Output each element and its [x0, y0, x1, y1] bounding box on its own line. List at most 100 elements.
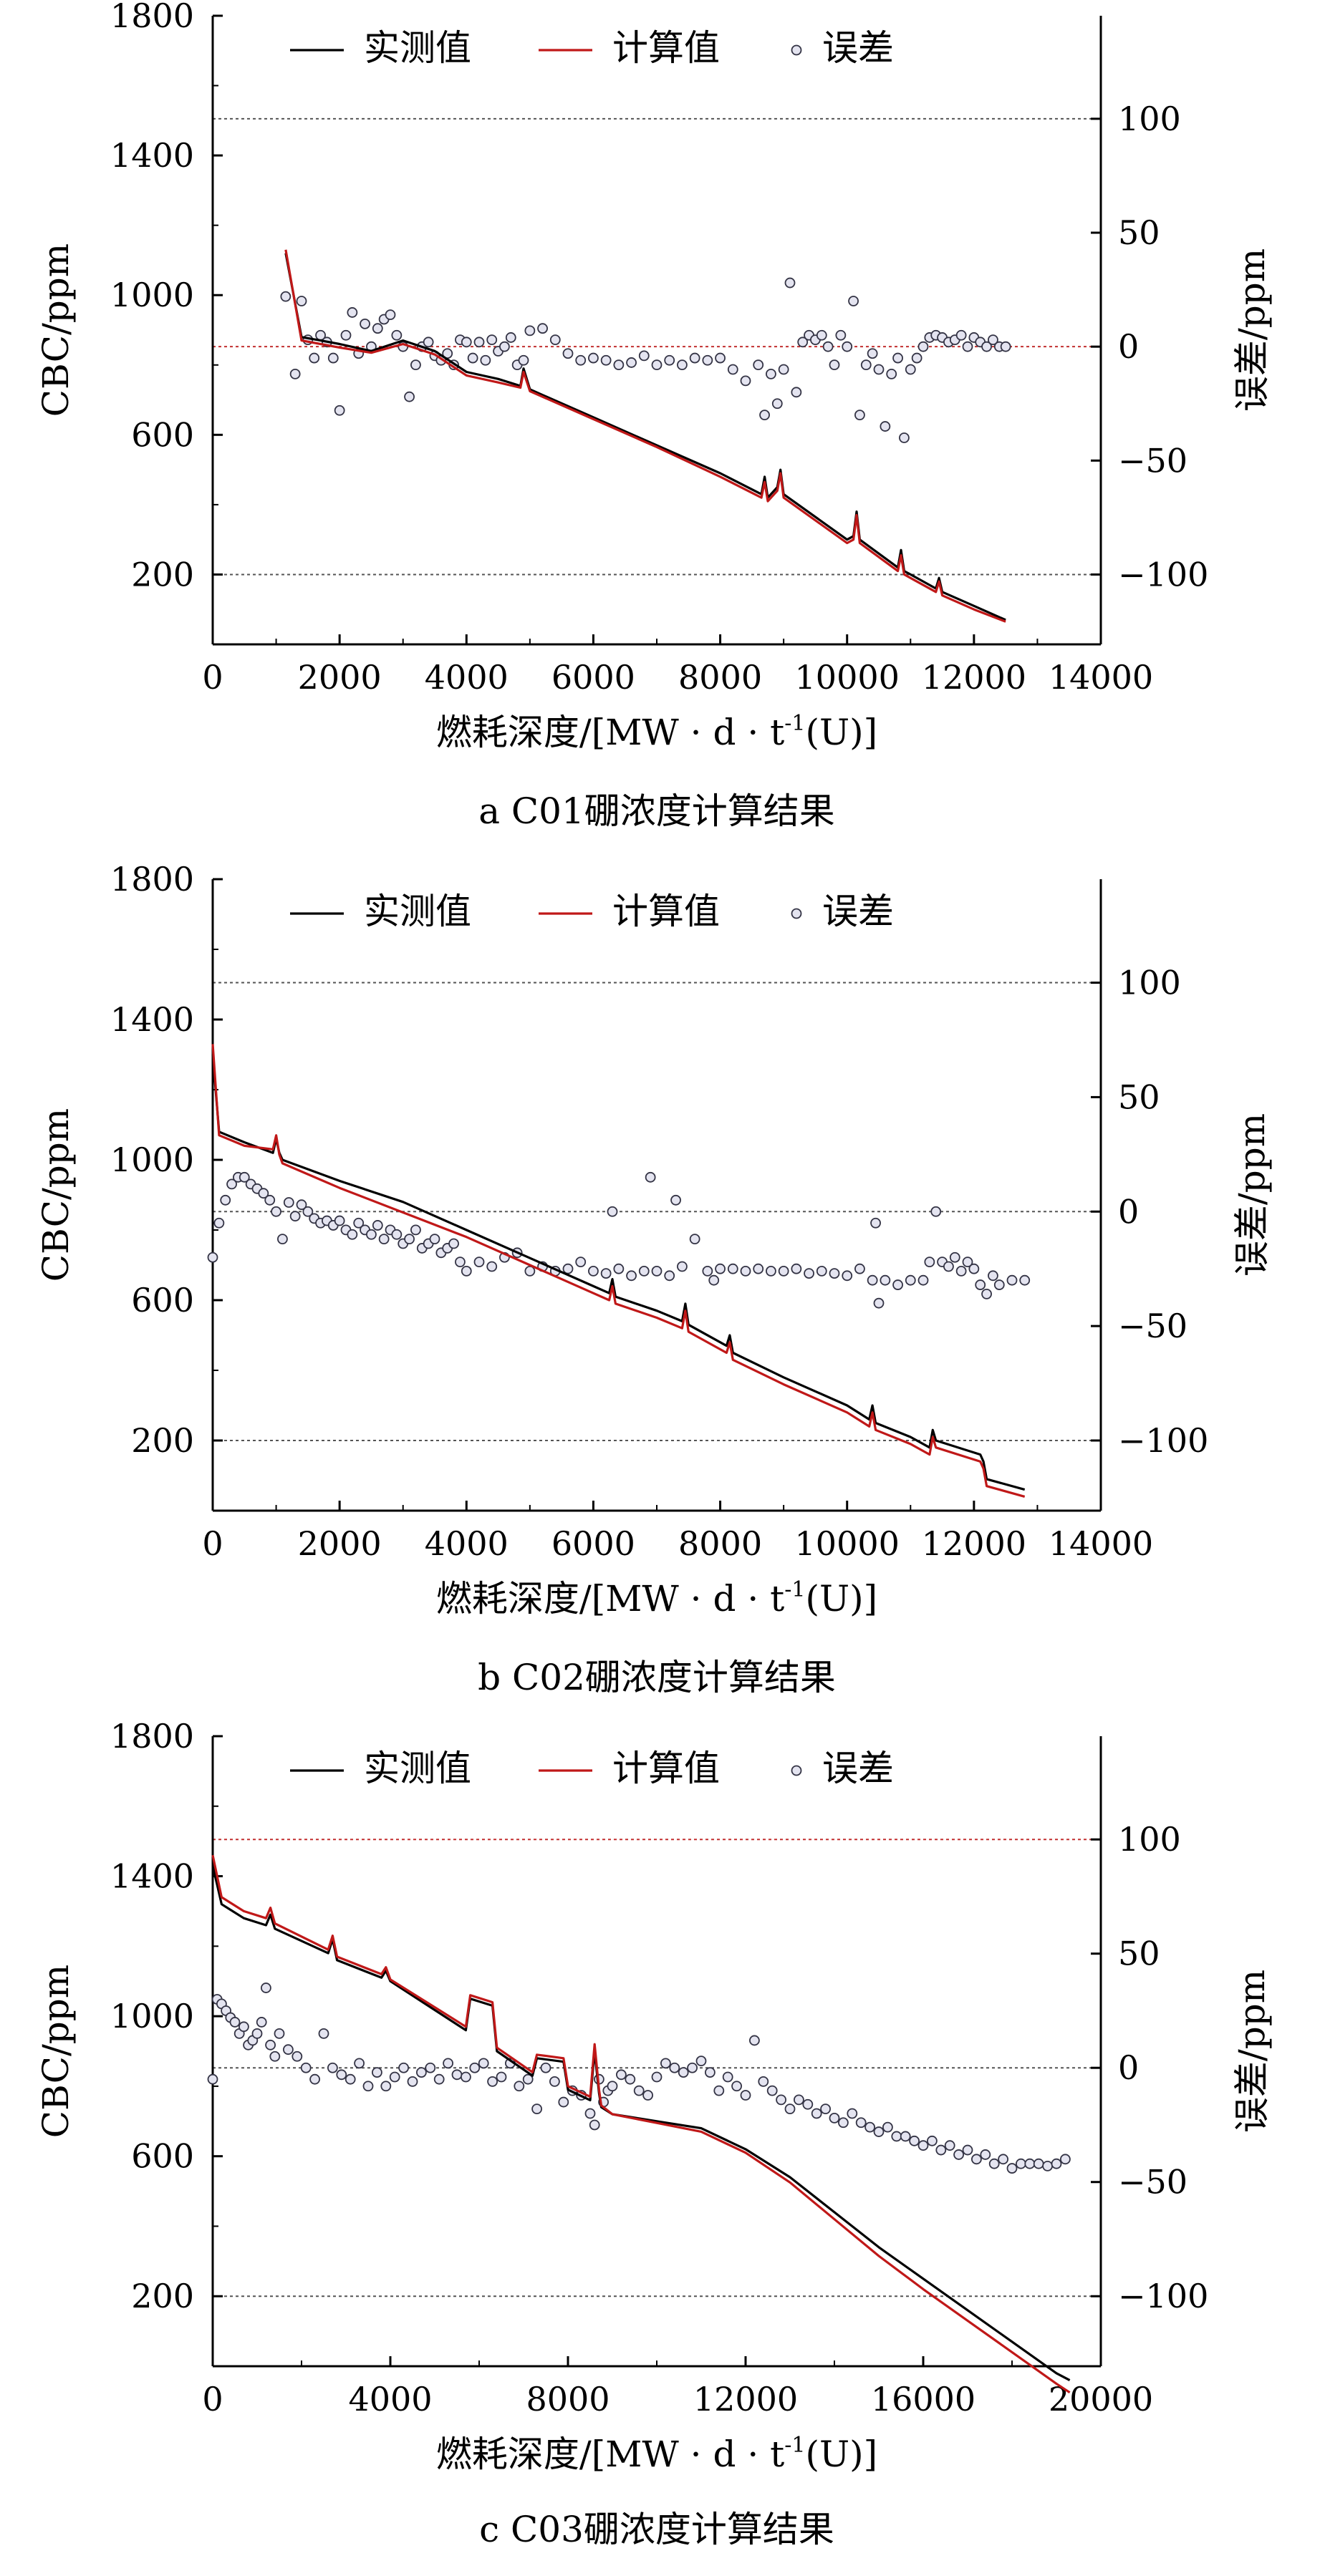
x-axis-label: 燃耗深度/[MW · d · t-1(U)]: [436, 1577, 877, 1619]
error-point: [514, 2081, 525, 2092]
error-point: [689, 352, 700, 364]
error-point: [677, 1261, 688, 1272]
error-point: [829, 359, 840, 371]
error-point: [988, 334, 998, 346]
y-tick-label: 1400: [110, 1000, 194, 1039]
error-point: [638, 1266, 650, 1277]
calculated-line: [211, 1854, 1071, 2394]
y2-tick-label: −100: [1118, 1421, 1208, 1460]
error-point: [873, 364, 885, 375]
error-point: [404, 391, 415, 402]
error-point: [613, 359, 625, 371]
chart-panel-b: 0 2000 4000 6000 8000 10000 12000 1400020060010…: [35, 860, 1273, 1698]
error-point: [425, 2062, 436, 2073]
x-tick-label: 8000: [678, 658, 762, 697]
x-tick-label: 6000: [551, 658, 635, 697]
error-point: [309, 2073, 321, 2085]
error-point: [880, 1274, 891, 1286]
error-point: [626, 1270, 637, 1282]
error-point: [433, 2073, 445, 2085]
error-point: [791, 387, 802, 398]
x-tick-label: 10000: [795, 1524, 900, 1563]
x-axis-label: 燃耗深度/[MW · d · t-1(U)]: [436, 2433, 877, 2475]
error-point: [289, 368, 301, 379]
error-point: [486, 1261, 498, 1272]
error-point: [749, 2035, 760, 2046]
error-point: [678, 2067, 689, 2078]
error-point: [309, 352, 320, 364]
error-point: [588, 1266, 599, 1277]
error-point: [347, 1229, 358, 1240]
error-point: [669, 2062, 680, 2073]
error-point: [794, 2094, 804, 2106]
error-point: [522, 2073, 534, 2085]
error-point: [677, 359, 688, 371]
x-tick-label: 8000: [526, 2380, 610, 2418]
error-point: [713, 2085, 725, 2096]
error-point: [271, 1206, 281, 1217]
error-point: [670, 1194, 681, 1206]
error-point: [820, 2103, 831, 2115]
error-point: [778, 1266, 789, 1277]
x-tick-label: 0: [202, 658, 223, 697]
error-point: [549, 2076, 560, 2087]
y-tick-label: 1000: [110, 1141, 194, 1179]
error-point: [558, 2096, 569, 2108]
error-point: [473, 1256, 485, 1268]
error-point: [993, 1279, 1005, 1290]
y2-tick-label: −50: [1118, 1307, 1187, 1345]
y2-tick-label: 0: [1118, 1192, 1139, 1231]
measured-line: [284, 253, 1006, 621]
x-tick-label: 4000: [425, 658, 509, 697]
x-tick-label: 4000: [348, 2380, 432, 2418]
error-point: [980, 2149, 991, 2160]
error-point: [905, 1274, 916, 1286]
error-point: [651, 359, 663, 371]
error-point: [816, 329, 827, 341]
error-point: [911, 352, 922, 364]
error-point: [873, 2126, 885, 2137]
x-axis-label-sup: -1: [784, 2433, 805, 2458]
error-point: [600, 354, 612, 366]
error-point: [873, 1297, 885, 1309]
error-point: [239, 1171, 250, 1183]
error-point: [1060, 2154, 1071, 2165]
x-axis-label-tail: (U)]: [805, 2434, 877, 2475]
y2-tick-label: −50: [1118, 441, 1187, 480]
error-point: [988, 2158, 1000, 2169]
error-point: [487, 2076, 498, 2087]
error-point: [917, 341, 929, 352]
error-point: [891, 2131, 902, 2142]
error-point: [784, 2103, 796, 2115]
calculated-line: [211, 1044, 1026, 1498]
error-point: [499, 341, 510, 352]
y2-tick-label: 50: [1118, 1935, 1160, 1973]
error-point: [905, 364, 916, 375]
y2-tick-label: −100: [1118, 555, 1208, 594]
error-point: [949, 1251, 960, 1263]
error-point: [892, 1279, 903, 1290]
error-point: [822, 341, 834, 352]
x-tick-label: 14000: [1049, 1524, 1153, 1563]
error-point: [562, 348, 574, 359]
error-point: [207, 2073, 218, 2085]
error-point: [753, 359, 764, 371]
error-point: [378, 1234, 390, 1245]
x-tick-label: 14000: [1049, 658, 1153, 697]
error-point: [607, 2081, 618, 2092]
error-point: [524, 1266, 536, 1277]
error-point: [962, 1256, 973, 1268]
x-axis-label: 燃耗深度/[MW · d · t-1(U)]: [436, 711, 877, 753]
error-point: [981, 1288, 992, 1299]
error-point: [496, 2071, 507, 2083]
error-point: [935, 2144, 947, 2156]
legend-error-swatch: [791, 908, 802, 919]
x-axis-label-main: 燃耗深度/[MW · d · t: [436, 712, 784, 753]
y2-tick-label: 50: [1118, 1078, 1160, 1116]
panel-caption: c C03硼浓度计算结果: [479, 2509, 834, 2550]
error-point: [705, 2067, 716, 2078]
error-point: [340, 329, 352, 341]
y2-tick-label: 100: [1118, 1820, 1181, 1859]
error-point: [860, 359, 872, 371]
legend-calculated-label: 计算值: [612, 1748, 720, 1789]
